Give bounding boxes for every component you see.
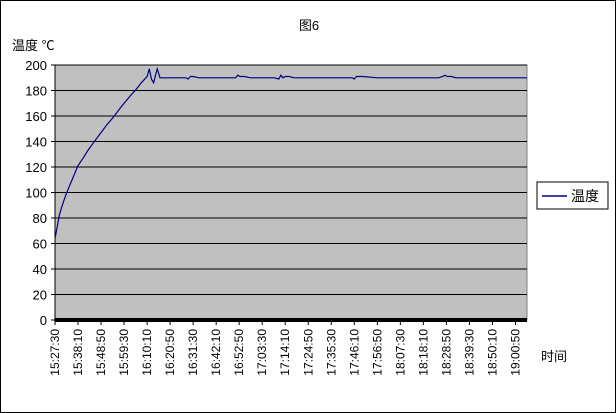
x-tick-label: 18:18:10 xyxy=(416,329,430,376)
legend-label: 温度 xyxy=(571,188,599,204)
x-tick-label: 16:52:50 xyxy=(232,329,246,376)
y-tick-label: 80 xyxy=(33,211,47,226)
x-tick-label: 16:42:10 xyxy=(209,329,223,376)
chart-title: 图6 xyxy=(299,18,319,33)
x-tick-label: 18:50:10 xyxy=(485,329,499,376)
y-axis-label: 温度 ℃ xyxy=(12,38,55,53)
y-tick-labels: 0 20 40 60 80 100 120 140 160 180 200 xyxy=(25,58,55,328)
y-tick-label: 60 xyxy=(33,237,47,252)
x-tick-label: 17:24:50 xyxy=(301,329,315,376)
legend: 温度 xyxy=(536,181,609,210)
x-tick-label: 17:14:10 xyxy=(278,329,292,376)
y-tick-label: 100 xyxy=(25,186,47,201)
y-tick-label: 140 xyxy=(25,135,47,150)
x-tick-label: 15:27:30 xyxy=(48,329,62,376)
y-tick-label: 20 xyxy=(33,288,47,303)
x-axis-label: 时间 xyxy=(541,349,567,364)
x-axis-line xyxy=(55,318,527,322)
x-tick-label: 15:59:30 xyxy=(117,329,131,376)
x-tick-label: 18:39:30 xyxy=(462,329,476,376)
gridlines xyxy=(55,64,527,295)
y-tick-label: 40 xyxy=(33,262,47,277)
y-tick-label: 120 xyxy=(25,160,47,175)
y-tick-label: 160 xyxy=(25,109,47,124)
x-tick-label: 15:48:50 xyxy=(94,329,108,376)
x-tick-label: 17:46:10 xyxy=(347,329,361,376)
y-tick-label: 0 xyxy=(40,313,47,328)
y-tick-label: 180 xyxy=(25,84,47,99)
series-line-温度 xyxy=(54,66,527,239)
x-tick-label: 17:35:30 xyxy=(324,329,338,376)
x-tick-label: 16:20:50 xyxy=(163,329,177,376)
x-tick-label: 19:00:50 xyxy=(508,329,522,376)
x-tick-label: 16:31:30 xyxy=(186,329,200,376)
y-tick-label: 200 xyxy=(25,58,47,73)
x-tick-label: 18:28:50 xyxy=(439,329,453,376)
x-tick-label: 18:07:30 xyxy=(393,329,407,376)
x-tick-label: 15:38:10 xyxy=(71,329,85,376)
legend-box xyxy=(536,181,609,210)
x-tick-labels: 15:27:30 15:38:10 15:48:50 15:59:30 16:10:10… xyxy=(48,320,522,376)
x-tick-label: 17:03:30 xyxy=(255,329,269,376)
x-tick-label: 16:10:10 xyxy=(140,329,154,376)
x-tick-label: 17:56:50 xyxy=(370,329,384,376)
